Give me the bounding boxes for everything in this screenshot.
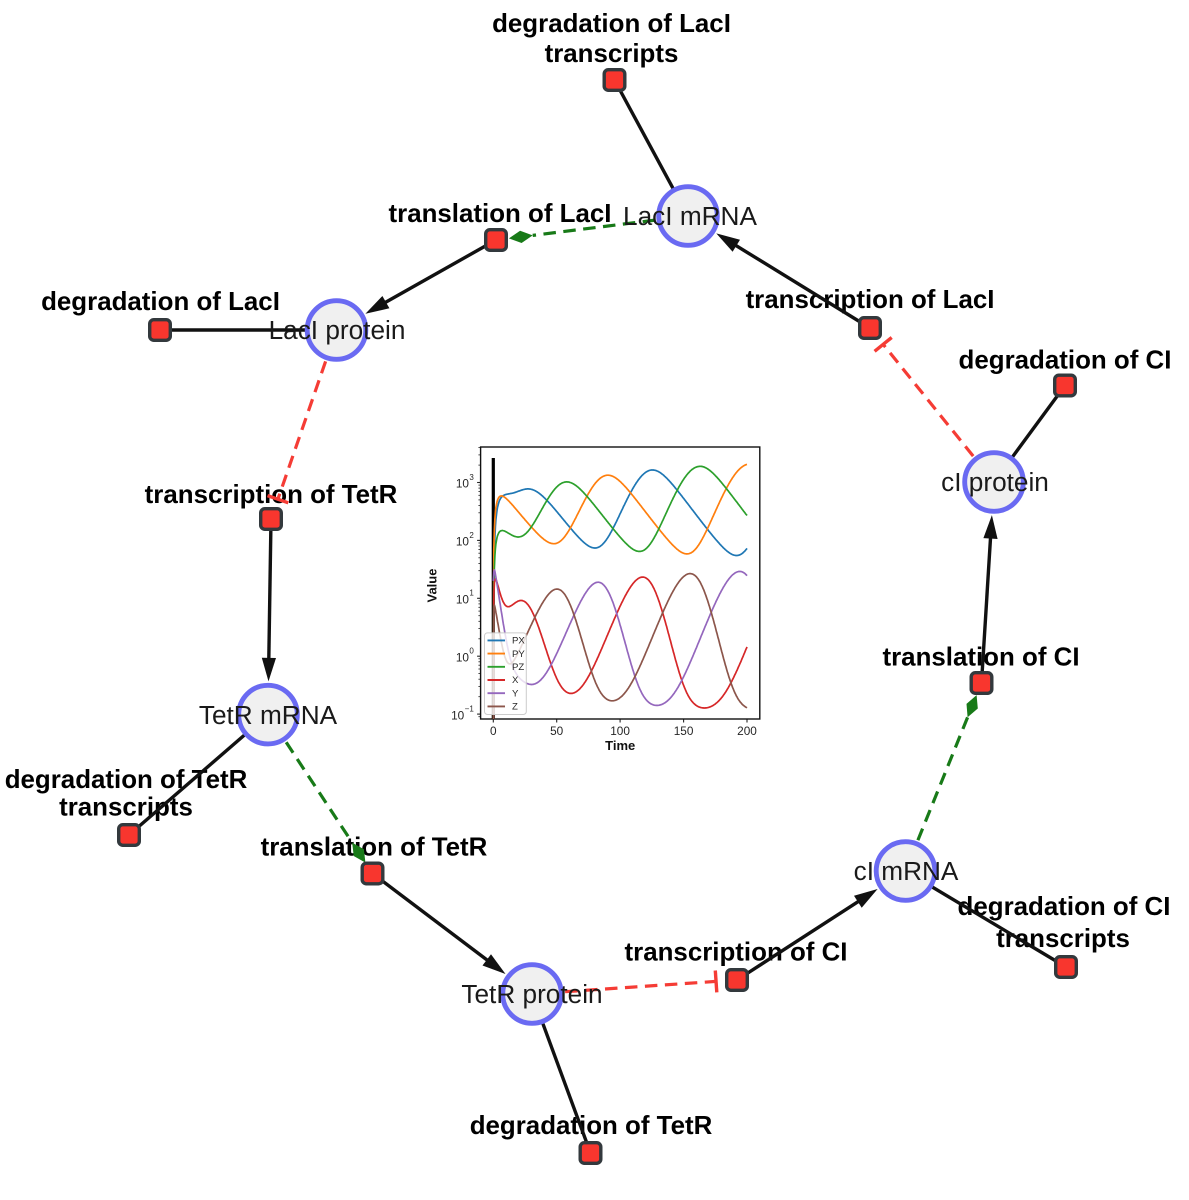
svg-text:cI protein: cI protein <box>941 467 1049 497</box>
svg-text:200: 200 <box>737 724 757 738</box>
svg-text:10: 10 <box>451 708 465 722</box>
svg-text:Time: Time <box>605 738 635 753</box>
svg-text:X: X <box>512 675 519 686</box>
svg-text:TetR mRNA: TetR mRNA <box>199 700 338 730</box>
svg-text:degradation of CI: degradation of CI <box>959 347 1172 375</box>
svg-text:Y: Y <box>512 688 519 699</box>
svg-text:degradation of CI: degradation of CI <box>958 893 1171 921</box>
svg-text:LacI mRNA: LacI mRNA <box>623 201 757 231</box>
svg-text:degradation of LacI: degradation of LacI <box>492 10 731 38</box>
svg-text:0: 0 <box>469 647 474 656</box>
svg-text:transcription of CI: transcription of CI <box>625 939 848 967</box>
svg-text:−1: −1 <box>465 705 475 714</box>
svg-text:10: 10 <box>456 535 470 549</box>
svg-text:150: 150 <box>674 724 694 738</box>
svg-text:100: 100 <box>610 724 630 738</box>
svg-text:translation of LacI: translation of LacI <box>389 200 612 228</box>
svg-text:Value: Value <box>425 569 440 603</box>
svg-text:translation of TetR: translation of TetR <box>261 834 488 862</box>
svg-text:transcription of LacI: transcription of LacI <box>746 286 995 314</box>
svg-text:degradation of LacI: degradation of LacI <box>41 288 280 316</box>
svg-text:transcripts: transcripts <box>545 40 679 68</box>
svg-text:3: 3 <box>469 473 474 482</box>
svg-text:degradation of TetR: degradation of TetR <box>470 1112 713 1140</box>
svg-text:TetR protein: TetR protein <box>461 979 602 1009</box>
svg-text:10: 10 <box>456 477 470 491</box>
svg-text:transcription of TetR: transcription of TetR <box>145 481 398 509</box>
svg-text:0: 0 <box>490 724 497 738</box>
svg-text:10: 10 <box>456 650 470 664</box>
svg-text:Z: Z <box>512 702 518 713</box>
svg-text:LacI protein: LacI protein <box>269 315 406 345</box>
svg-text:50: 50 <box>550 724 564 738</box>
svg-text:cI mRNA: cI mRNA <box>854 856 959 886</box>
svg-text:2: 2 <box>469 531 474 540</box>
svg-text:10: 10 <box>456 593 470 607</box>
svg-text:degradation of TetR: degradation of TetR <box>5 766 248 794</box>
svg-text:PY: PY <box>512 649 525 660</box>
svg-text:1: 1 <box>469 589 474 598</box>
svg-text:PZ: PZ <box>512 662 524 673</box>
svg-text:PX: PX <box>512 636 525 647</box>
